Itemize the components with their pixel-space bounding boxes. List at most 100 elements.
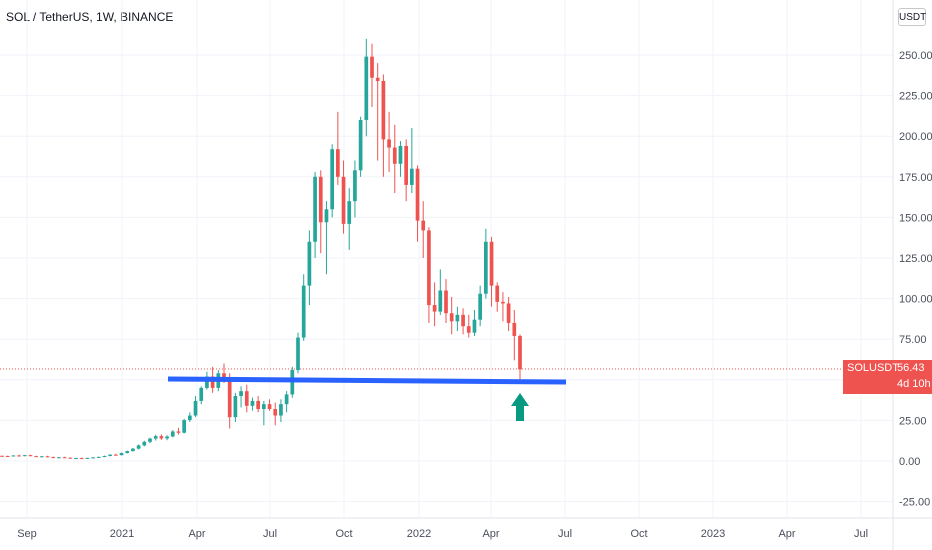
- candle-body: [165, 436, 169, 439]
- grid: [0, 0, 893, 518]
- candle-body: [239, 391, 243, 397]
- candle-body: [244, 391, 249, 406]
- candle-body: [318, 176, 323, 223]
- candle-body: [455, 314, 460, 322]
- candle: [125, 450, 130, 454]
- candle: [301, 274, 306, 341]
- candle-body: [461, 314, 465, 327]
- candle: [415, 165, 420, 242]
- candle: [11, 455, 16, 457]
- candle: [313, 171, 317, 258]
- candle-body: [45, 456, 50, 458]
- candle-body: [28, 455, 33, 457]
- candle: [370, 43, 374, 107]
- candle-body: [381, 80, 386, 140]
- candle: [330, 144, 335, 218]
- candle-body: [489, 241, 494, 286]
- candle: [324, 201, 329, 275]
- candle: [17, 454, 21, 457]
- candle-body: [222, 373, 226, 379]
- candle-body: [153, 436, 158, 439]
- candle-body: [267, 404, 272, 410]
- candle-body: [421, 220, 426, 231]
- candle-body: [375, 77, 380, 81]
- candle: [193, 396, 198, 418]
- candle: [364, 38, 369, 137]
- candle: [341, 160, 346, 234]
- candle-body: [483, 241, 488, 294]
- candle-body: [415, 168, 420, 221]
- candle: [165, 435, 169, 441]
- candle-body: [370, 56, 374, 78]
- x-tick-label: Jul: [854, 528, 868, 540]
- candle: [79, 457, 84, 460]
- candle-body: [125, 451, 130, 454]
- candle-body: [74, 458, 78, 460]
- candle-body: [347, 201, 352, 224]
- candle: [466, 314, 471, 338]
- candle-body: [0, 455, 4, 457]
- candle-body: [68, 457, 73, 459]
- candle-body: [108, 454, 113, 456]
- candle: [119, 452, 124, 456]
- candle: [267, 399, 272, 411]
- candle-body: [5, 455, 10, 457]
- x-tick-label: Apr: [482, 528, 499, 540]
- x-tick-label: Oct: [630, 528, 647, 540]
- candle-body: [113, 454, 118, 456]
- candle-body: [176, 431, 181, 433]
- candle-body: [22, 455, 27, 457]
- chart-title: SOL / TetherUS, 1W, BINANCE: [6, 10, 174, 24]
- candle: [96, 456, 101, 458]
- candle-body: [364, 56, 369, 120]
- candle-body: [307, 241, 312, 286]
- y-tick-label: 225.00: [899, 91, 932, 103]
- candle-body: [495, 285, 500, 302]
- candle: [444, 279, 448, 323]
- candle-body: [501, 301, 505, 304]
- candle-body: [279, 404, 283, 416]
- candle: [307, 230, 312, 306]
- candle-body: [34, 456, 39, 458]
- candle-body: [392, 147, 397, 164]
- candle: [387, 111, 391, 172]
- candle: [495, 282, 500, 312]
- candle: [148, 437, 152, 444]
- candle: [227, 373, 232, 429]
- x-tick-label: Jul: [263, 528, 277, 540]
- candle-body: [51, 457, 56, 459]
- candle: [153, 434, 158, 441]
- candle: [159, 434, 164, 440]
- candle: [22, 454, 27, 457]
- candle: [256, 396, 261, 413]
- candle-body: [438, 290, 443, 312]
- candle: [347, 188, 352, 250]
- up-arrow-marker[interactable]: [511, 393, 529, 421]
- candle-body: [170, 431, 175, 437]
- time-axis[interactable]: Sep 2021 Apr Jul Oct 2022 Apr Jul Oct 2023 Apr Jul: [17, 528, 868, 540]
- candle: [28, 454, 33, 457]
- currency-button[interactable]: USDT: [898, 8, 926, 26]
- y-tick-label: 100.00: [899, 294, 932, 306]
- candle-body: [187, 415, 192, 421]
- candle: [261, 400, 266, 426]
- candle-body: [136, 445, 141, 449]
- x-tick-label: Oct: [335, 528, 352, 540]
- candle-body: [353, 170, 357, 202]
- candle: [438, 269, 443, 315]
- candle: [478, 285, 483, 327]
- x-tick-label: Apr: [188, 528, 205, 540]
- candle-body: [341, 176, 346, 224]
- candle-body: [79, 458, 84, 460]
- candle-body: [233, 396, 238, 418]
- candle: [91, 457, 95, 459]
- price-axis[interactable]: 250.00 225.00 200.00 175.00 150.00 125.00 100.…: [899, 50, 932, 509]
- candle: [182, 418, 187, 434]
- candles: [0, 38, 522, 460]
- candle: [392, 124, 397, 194]
- candle-body: [261, 404, 266, 410]
- candle-body: [210, 376, 215, 388]
- support-line[interactable]: [167, 376, 567, 385]
- candle: [455, 306, 460, 332]
